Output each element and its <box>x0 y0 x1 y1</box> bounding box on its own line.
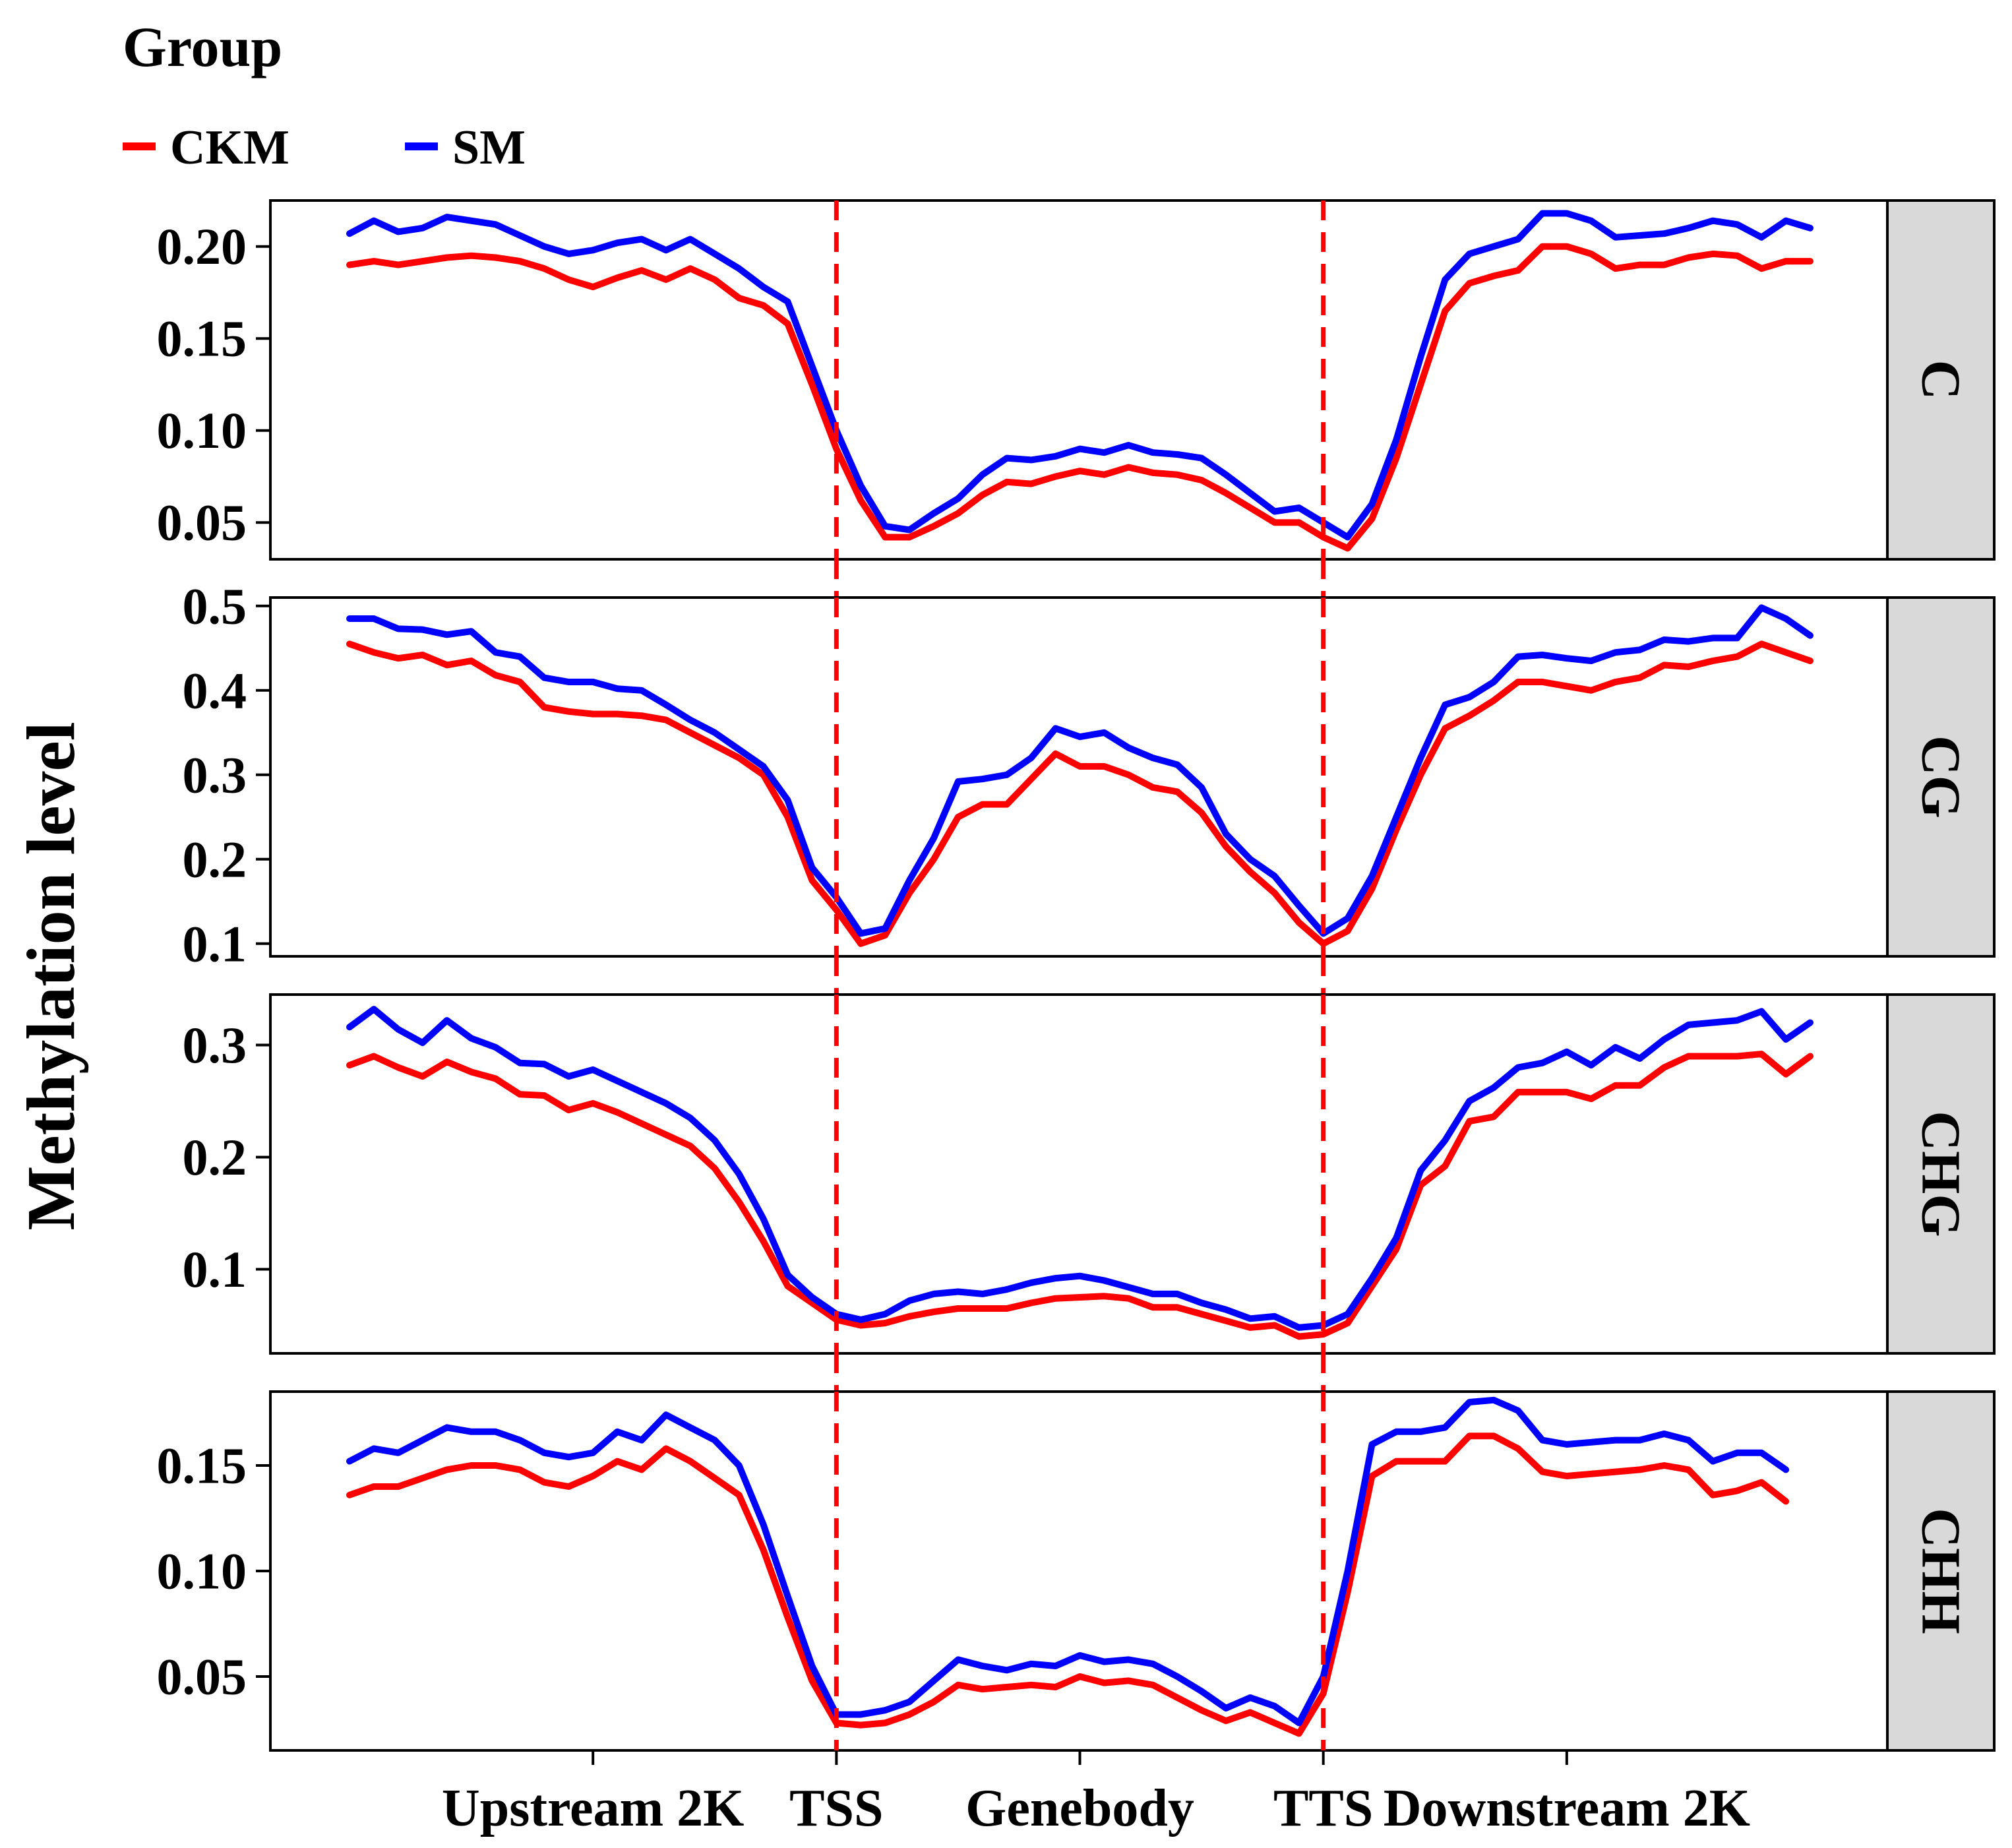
y-tick-label-chh-2: 0.15 <box>157 1437 247 1494</box>
x-tick-label-3: TTS <box>1273 1779 1373 1837</box>
y-tick-label-chg-2: 0.3 <box>183 1016 247 1074</box>
panel-border-chg <box>269 993 1889 1355</box>
strip-label-cg: CG <box>1910 735 1972 818</box>
legend-title: Group <box>123 15 282 78</box>
y-tick-label-c-1: 0.10 <box>157 402 247 459</box>
x-tick-label-1: TSS <box>789 1779 883 1837</box>
strip-cg <box>1886 596 1996 958</box>
legend-label-ckm: CKM <box>170 121 290 175</box>
panel-c: C 0.05 0.10 0.15 0.20 <box>157 199 1996 598</box>
series-line-sm-c <box>346 210 1814 541</box>
series-line-sm-cg <box>346 604 1814 937</box>
strip-label-chh: CHH <box>1910 1508 1972 1634</box>
series-line-ckm-c <box>346 243 1814 552</box>
panel-cg: CG 0.1 0.2 0.3 0.4 0.5 <box>183 577 1996 995</box>
panel-border-cg <box>269 596 1889 958</box>
y-tick-label-chh-0: 0.05 <box>157 1648 247 1706</box>
series-line-sm-chh <box>346 1396 1790 1727</box>
y-tick-label-cg-2: 0.3 <box>183 746 247 803</box>
series-line-ckm-cg <box>346 640 1814 947</box>
y-tick-label-c-3: 0.20 <box>157 218 247 275</box>
series-line-ckm-chg <box>346 1051 1814 1340</box>
y-tick-label-c-2: 0.15 <box>157 310 247 367</box>
y-tick-label-chh-1: 0.10 <box>157 1543 247 1600</box>
panel-chh: CHH 0.05 0.10 0.15 <box>157 1390 1996 1752</box>
y-axis-title: Methylation level <box>13 722 89 1230</box>
x-tick-label-4: Downstream 2K <box>1384 1779 1750 1837</box>
x-tick-label-0: Upstream 2K <box>442 1779 744 1837</box>
x-axis: Upstream 2K TSS Genebody TTS Downstream 2K <box>442 1750 1750 1837</box>
panel-chg: CHG 0.1 0.2 0.3 <box>183 993 1996 1392</box>
y-tick-label-c-0: 0.05 <box>157 494 247 551</box>
y-tick-label-cg-3: 0.4 <box>183 662 247 719</box>
y-tick-label-chg-0: 0.1 <box>183 1241 247 1298</box>
y-tick-label-cg-0: 0.1 <box>183 915 247 972</box>
strip-chg <box>1886 993 1996 1355</box>
series-line-ckm-chh <box>346 1432 1790 1737</box>
panel-border-chh <box>269 1390 1889 1752</box>
strip-label-c: C <box>1910 360 1972 400</box>
y-tick-label-chg-1: 0.2 <box>183 1128 247 1186</box>
legend: Group CKM SM <box>123 15 526 175</box>
legend-label-sm: SM <box>452 121 526 175</box>
y-tick-label-cg-1: 0.2 <box>183 830 247 888</box>
strip-label-chg: CHG <box>1910 1111 1972 1237</box>
panel-border-c <box>269 199 1889 561</box>
facet-panels: C 0.05 0.10 0.15 0.20 CG 0.1 0.2 0.3 0.4 0.5 CHG 0.1… <box>157 199 1996 1752</box>
x-tick-label-2: Genebody <box>965 1779 1194 1837</box>
y-tick-label-cg-4: 0.5 <box>183 577 247 634</box>
series-line-sm-chg <box>346 1006 1814 1331</box>
